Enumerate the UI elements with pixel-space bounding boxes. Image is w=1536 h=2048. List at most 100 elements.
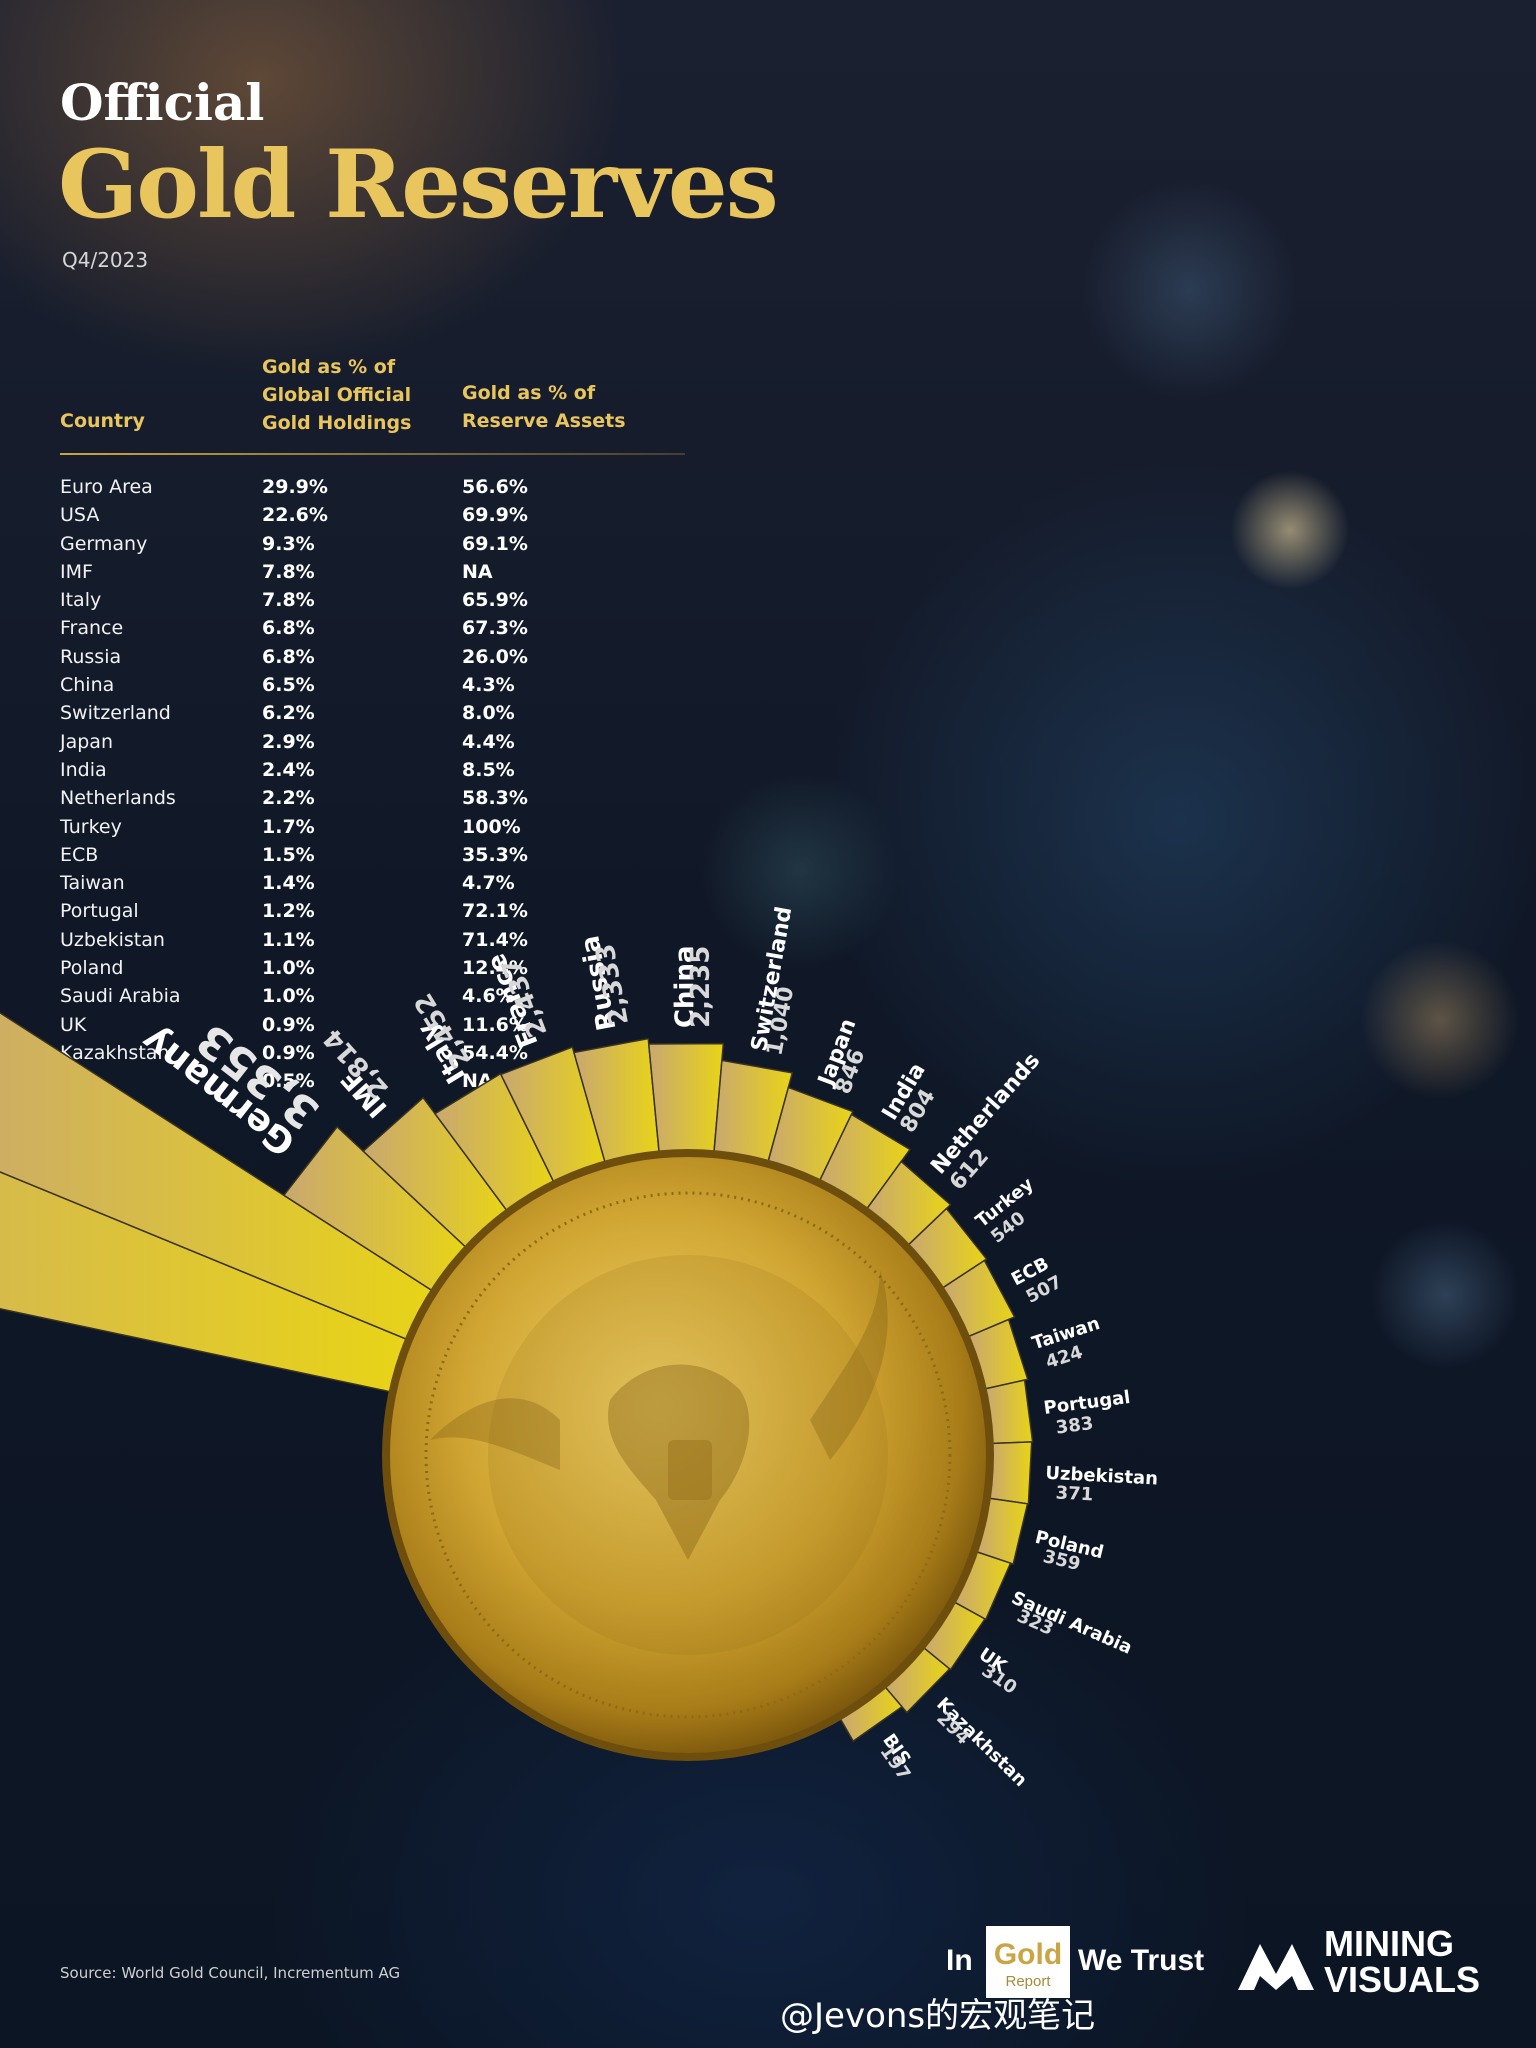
cell-country: Saudi Arabia — [60, 985, 181, 1008]
table-row: Euro Area 29.9% 56.6% — [60, 473, 685, 501]
cell-reserve-share: 4.3% — [462, 674, 515, 697]
table-row: India 2.4% 8.5% — [60, 756, 685, 784]
cell-country: Japan — [60, 730, 113, 753]
cell-country: Uzbekistan — [60, 928, 165, 951]
cell-global-share: 0.5% — [262, 1070, 315, 1093]
table-row: Poland 1.0% 12.4% — [60, 954, 685, 982]
cell-country: USA — [60, 504, 100, 527]
logo-gold-text: Gold — [994, 1938, 1062, 1971]
logo-visuals-text: VISUALS — [1324, 1959, 1480, 1998]
cell-country: China — [60, 674, 115, 697]
cell-reserve-share: 4.7% — [462, 872, 515, 895]
bar-china — [647, 1042, 725, 1153]
gold-coin — [382, 1149, 994, 1761]
cell-country: France — [60, 617, 124, 640]
cell-reserve-share: 4.4% — [462, 730, 515, 753]
cell-reserve-share: 69.9% — [462, 504, 528, 527]
cell-country: Russia — [60, 645, 122, 668]
cell-reserve-share: 26.0% — [462, 645, 528, 668]
cell-global-share: 0.9% — [262, 1041, 315, 1064]
cell-global-share: 29.9% — [262, 476, 328, 498]
cell-country: Italy — [60, 589, 102, 612]
cell-reserve-share: 11.6% — [462, 1013, 528, 1036]
cell-reserve-share: 69.1% — [462, 532, 528, 555]
cell-country: IMF — [60, 560, 93, 583]
cell-global-share: 7.8% — [262, 589, 315, 612]
table-row: Portugal 1.2% 72.1% — [60, 897, 685, 925]
cell-reserve-share: 8.0% — [462, 702, 515, 725]
table-row: Russia 6.8% 26.0% — [60, 643, 685, 671]
cell-global-share: 1.7% — [262, 815, 315, 838]
logo-mountain-icon — [1238, 1944, 1314, 1990]
cell-reserve-share: 100% — [462, 815, 521, 838]
cell-global-share: 9.3% — [262, 532, 315, 555]
in-gold-we-trust-logo: In Gold Report We Trust — [946, 1926, 1204, 1998]
cell-global-share: 2.4% — [262, 758, 315, 781]
cell-global-share: 1.2% — [262, 900, 315, 923]
table-row: Uzbekistan 1.1% 71.4% — [60, 926, 685, 954]
cell-global-share: 1.5% — [262, 843, 315, 866]
cell-global-share: 0.9% — [262, 1013, 315, 1036]
table-row: USA 22.6% 69.9% — [60, 501, 685, 529]
cell-global-share: 1.0% — [262, 985, 315, 1008]
value-portugal: 383 — [1055, 1413, 1095, 1439]
cell-reserve-share: 4.6% — [462, 985, 515, 1008]
cell-country: Netherlands — [60, 787, 176, 810]
cell-reserve-share: 72.1% — [462, 900, 528, 923]
table-row: Turkey 1.7% 100% — [60, 813, 685, 841]
cell-global-share: 6.8% — [262, 617, 315, 640]
page-title: Gold Reserves — [58, 130, 779, 240]
logo-report-text: Report — [1005, 1973, 1051, 1990]
cell-reserve-share: 67.3% — [462, 617, 528, 640]
logo-in-text: In — [946, 1944, 973, 1977]
cell-reserve-share: 35.3% — [462, 843, 528, 866]
table-row: Italy 7.8% 65.9% — [60, 586, 685, 614]
header-country: Country — [60, 410, 145, 432]
cell-global-share: 2.9% — [262, 730, 315, 753]
cell-global-share: 1.4% — [262, 872, 315, 895]
cell-country: Poland — [60, 957, 124, 980]
bar-uzbekistan — [989, 1441, 1033, 1505]
cell-country: Taiwan — [60, 872, 125, 895]
watermark-text: @Jevons的宏观笔记 — [780, 1996, 1096, 2036]
title-line-1: Official — [60, 73, 265, 132]
table-row: Saudi Arabia 1.0% 4.6% — [60, 982, 685, 1010]
cell-global-share: 6.5% — [262, 674, 315, 697]
table-row: Switzerland 6.2% 8.0% — [60, 699, 685, 727]
cell-global-share: 7.8% — [262, 560, 315, 583]
cell-country: UK — [60, 1013, 87, 1036]
table-row: Germany 9.3% 69.1% — [60, 530, 685, 558]
cell-country: Euro Area — [60, 476, 153, 498]
table-row: Taiwan 1.4% 4.7% — [60, 869, 685, 897]
value-china: 2,235 — [686, 946, 716, 1028]
cell-reserve-share: 56.6% — [462, 476, 528, 498]
cell-global-share: 6.8% — [262, 645, 315, 668]
table-row: Netherlands 2.2% 58.3% — [60, 784, 685, 812]
table-row: UK 0.9% 11.6% — [60, 1011, 685, 1039]
cell-country: Switzerland — [60, 702, 171, 725]
value-uzbekistan: 371 — [1055, 1483, 1094, 1506]
source-note: Source: World Gold Council, Incrementum … — [60, 1964, 401, 1982]
bars-group — [0, 1011, 1034, 1743]
cell-country: Turkey — [60, 815, 122, 838]
cell-reserve-share: 58.3% — [462, 787, 528, 810]
table-body: Euro Area 29.9% 56.6% USA 22.6% 69.9% Germany 9… — [60, 473, 685, 1096]
table-row: Japan 2.9% 4.4% — [60, 728, 685, 756]
cell-reserve-share: 54.4% — [462, 1041, 528, 1064]
logo-mining-text: MINING — [1324, 1923, 1454, 1964]
cell-reserve-share: 8.5% — [462, 758, 515, 781]
